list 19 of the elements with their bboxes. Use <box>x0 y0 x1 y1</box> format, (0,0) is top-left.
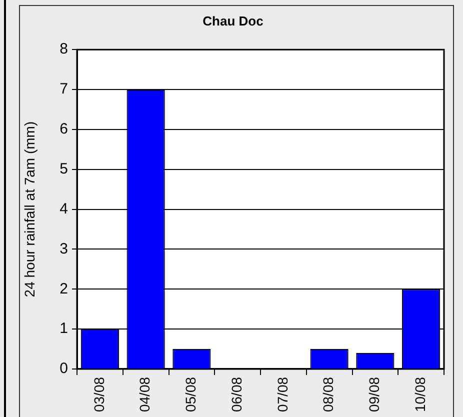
y-tick-label: 4 <box>60 200 68 218</box>
y-tick-label: 5 <box>60 160 68 178</box>
x-tick-label: 05/08 <box>182 376 199 412</box>
x-tick-label: 08/08 <box>320 376 336 412</box>
y-tick-label: 8 <box>60 40 68 58</box>
x-tick-label: 09/08 <box>366 376 382 412</box>
y-axis-title: 24 hour rainfall at 7am (mm) <box>21 121 38 298</box>
chart-title: Chau Doc <box>202 13 264 28</box>
y-tick-label: 0 <box>60 360 68 378</box>
x-tick-label: 06/08 <box>228 376 244 412</box>
x-tick-label: 10/08 <box>412 376 428 412</box>
x-tick-label: 04/08 <box>136 376 153 412</box>
x-tick-label: 07/08 <box>274 376 290 412</box>
y-tick-label: 2 <box>60 280 68 298</box>
y-tick-label: 6 <box>60 120 68 138</box>
y-tick-label: 7 <box>60 80 68 98</box>
x-tick-label: 03/08 <box>90 376 107 412</box>
y-tick-label: 1 <box>60 320 68 338</box>
y-tick-label: 3 <box>60 240 68 258</box>
